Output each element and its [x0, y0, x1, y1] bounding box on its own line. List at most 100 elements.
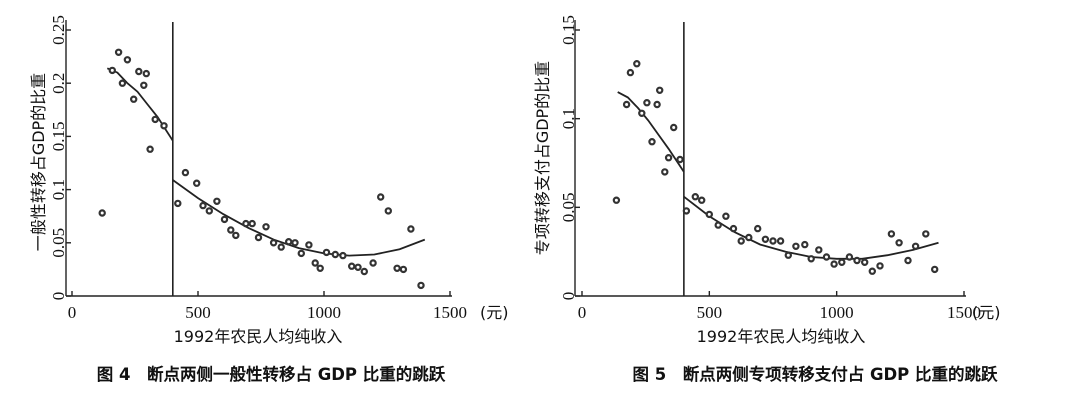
data-point [98, 209, 106, 217]
tick-labels: 0 0.05 0.1 0.15 0 500 1000 1500 [559, 15, 981, 322]
y-tick-label: 0.1 [559, 108, 578, 129]
data-point [887, 230, 896, 238]
y-tick-label: 0.15 [559, 15, 578, 45]
data-point [853, 256, 861, 265]
x-tick-label: 1500 [947, 303, 981, 322]
y-tick-label: 0 [559, 292, 578, 301]
figure-caption: 图 4 断点两侧一般性转移占 GDP 比重的跳跃 [97, 364, 446, 384]
data-point [807, 255, 815, 263]
data-point [417, 281, 425, 290]
y-tick-label: 0.05 [559, 192, 578, 222]
fit-curve-right [172, 179, 426, 257]
data-point [661, 168, 669, 176]
data-point [838, 258, 846, 266]
x-axis-title: 1992年农民人均纯收入 [174, 327, 343, 346]
tick-labels: 0 0.05 0.1 0.15 0.2 0.25 0 500 1000 1500 [49, 15, 467, 322]
data-point [622, 100, 631, 109]
data-point [174, 199, 182, 208]
chart-general-transfer: 0 0.05 0.1 0.15 0.2 0.25 0 500 1000 1500 一般性转移占GD… [29, 15, 509, 384]
data-point [776, 237, 785, 245]
plot-frame [574, 20, 966, 297]
data-point [360, 267, 368, 276]
data-point [285, 237, 293, 246]
data-point [868, 267, 877, 275]
data-point [297, 249, 305, 258]
data-point [691, 192, 700, 201]
data-point [745, 233, 753, 242]
data-point [922, 230, 930, 238]
fit-curve-left [617, 91, 685, 173]
data-point [729, 224, 738, 233]
data-point [277, 243, 285, 251]
x-tick-label: 0 [578, 303, 587, 322]
data-point [269, 239, 278, 247]
data-point [612, 196, 621, 204]
data-marks [612, 22, 939, 296]
data-point [213, 197, 221, 205]
data-point [792, 242, 800, 250]
y-axis-title: 一般性转移占GDP的比重 [29, 73, 48, 251]
x-tick-label: 1000 [820, 303, 854, 322]
y-tick-label: 0.15 [49, 122, 68, 152]
data-point [199, 201, 207, 210]
data-point [407, 225, 415, 233]
data-point [670, 123, 678, 132]
data-point [895, 239, 903, 247]
data-point [769, 237, 777, 245]
fit-curve-left [106, 67, 174, 142]
data-point [737, 237, 745, 245]
data-point [305, 241, 313, 249]
data-point [291, 239, 299, 247]
data-point [931, 265, 939, 274]
data-point [643, 98, 651, 107]
data-point [311, 259, 319, 267]
data-point [830, 260, 838, 268]
y-tick-label: 0.1 [49, 179, 68, 200]
x-axis-unit: (元) [972, 303, 1001, 322]
data-point [876, 262, 884, 270]
data-point [262, 223, 270, 231]
data-point [384, 207, 392, 215]
x-axis-title: 1992年农民人均纯收入 [697, 327, 866, 346]
data-point [911, 242, 920, 250]
fit-curve-right [683, 195, 939, 260]
chart-special-transfer: 0 0.05 0.1 0.15 0 500 1000 1500 专项转移支付占GDP的比重 1… [533, 15, 1001, 384]
data-point [348, 262, 356, 270]
data-point [698, 196, 706, 204]
data-point [322, 248, 331, 257]
data-point [626, 68, 635, 77]
data-point [227, 226, 235, 234]
x-tick-label: 0 [68, 303, 77, 322]
data-point [714, 221, 722, 229]
data-point [904, 256, 912, 265]
y-tick-label: 0.2 [49, 73, 68, 94]
data-point [676, 155, 684, 164]
data-point [232, 231, 240, 240]
data-point [648, 137, 656, 146]
data-point [705, 210, 714, 219]
data-point [393, 264, 401, 272]
x-axis-unit: (元) [480, 303, 509, 322]
x-tick-label: 500 [697, 303, 723, 322]
x-tick-label: 1000 [307, 303, 341, 322]
data-point [633, 60, 641, 68]
data-point [316, 264, 324, 272]
data-point [181, 168, 190, 177]
data-marks [98, 22, 426, 296]
data-point [399, 265, 408, 274]
figure-caption: 图 5 断点两侧专项转移支付占 GDP 比重的跳跃 [632, 364, 998, 384]
data-point [140, 81, 148, 90]
data-point [354, 263, 362, 271]
x-tick-label: 500 [185, 303, 211, 322]
y-axis-title: 专项转移支付占GDP的比重 [533, 61, 552, 255]
data-point [638, 109, 646, 118]
data-point [815, 246, 823, 254]
data-point [192, 179, 201, 187]
data-point [248, 219, 256, 228]
data-point [845, 253, 854, 261]
data-point [108, 66, 117, 75]
data-point [254, 233, 263, 242]
data-point [118, 79, 127, 87]
data-point [331, 250, 339, 259]
